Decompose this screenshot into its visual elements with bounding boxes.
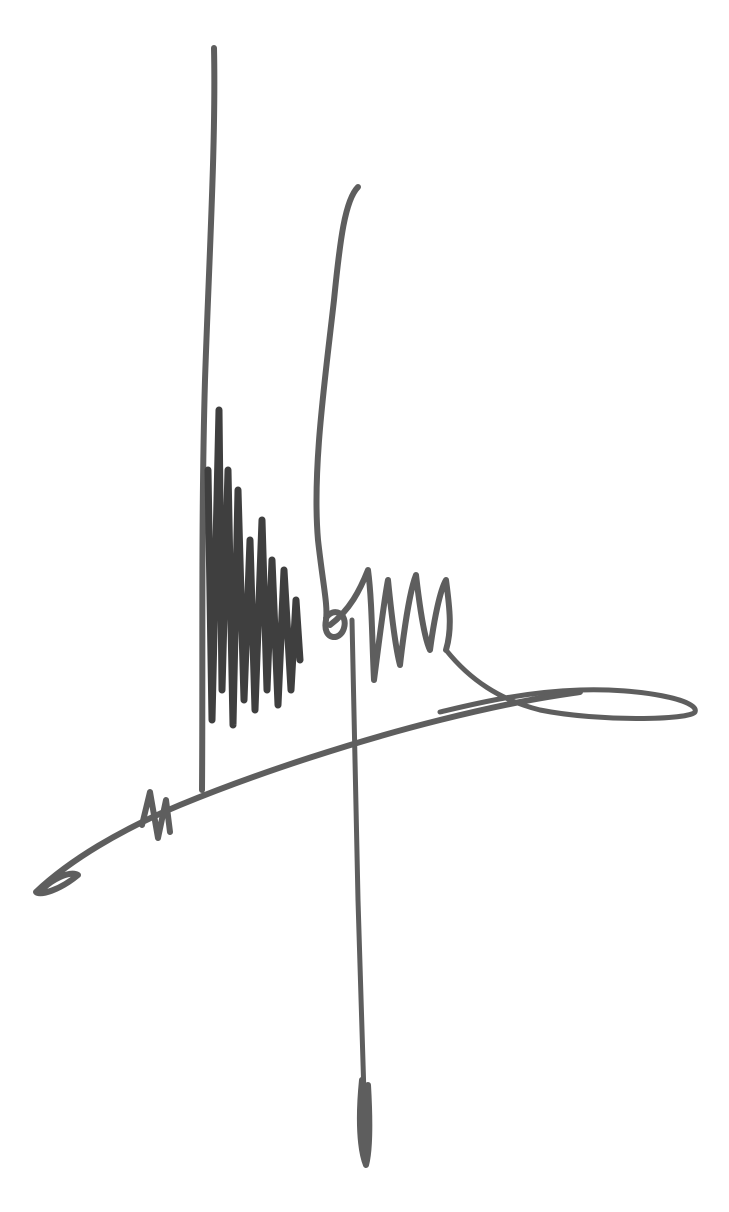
signature-stroke-small-letters [327, 567, 453, 683]
signature-stroke-zigzag-block [204, 406, 304, 729]
signature-stroke-diagonal-underline [33, 689, 583, 897]
signature-stroke-tall-loop [313, 184, 361, 640]
signature-ink [33, 45, 698, 1168]
signature-stroke-small-n [139, 789, 173, 841]
signature-stroke-descender-tip [356, 1077, 373, 1168]
signature-stroke-left-vertical [199, 45, 218, 793]
